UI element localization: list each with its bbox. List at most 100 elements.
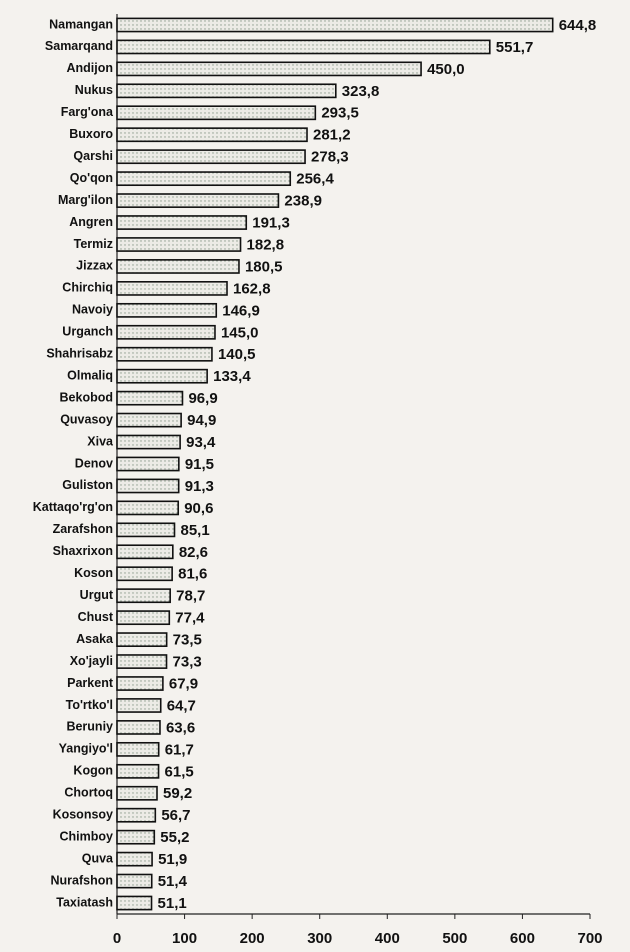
category-label: Denov (75, 456, 113, 470)
bar (116, 193, 280, 208)
bar (116, 873, 153, 889)
bar (116, 346, 213, 362)
bar (116, 171, 292, 187)
category-label: Buxoro (69, 127, 113, 141)
bar (116, 281, 228, 296)
value-label: 278,3 (311, 149, 349, 166)
bar (116, 720, 161, 735)
category-label: Qo'qon (70, 171, 113, 185)
bar (116, 654, 168, 669)
value-label: 51,9 (158, 851, 187, 868)
bar (116, 61, 422, 77)
value-label: 81,6 (178, 566, 207, 583)
value-label: 61,5 (165, 763, 194, 780)
category-label: Andijon (66, 61, 113, 75)
bar (116, 39, 491, 55)
bar (116, 127, 308, 143)
bar (116, 105, 317, 121)
bar (116, 83, 337, 99)
x-tick-label: 600 (510, 930, 535, 947)
value-label: 281,2 (313, 127, 351, 144)
category-label: Guliston (62, 478, 113, 492)
category-label: Asaka (76, 632, 114, 646)
category-label: Nukus (75, 83, 113, 97)
value-label: 180,5 (245, 258, 283, 275)
bar (116, 368, 208, 384)
value-label: 61,7 (165, 741, 194, 758)
value-label: 55,2 (160, 829, 189, 846)
bar (116, 522, 176, 538)
value-label: 91,5 (185, 456, 214, 473)
category-label: Taxiatash (56, 895, 113, 909)
category-label: Kattaqo'rg'on (33, 500, 113, 514)
bar (116, 566, 173, 582)
x-tick-label: 400 (375, 930, 400, 947)
category-label: Quvasoy (60, 412, 113, 426)
value-label: 162,8 (233, 280, 271, 297)
bar (116, 588, 171, 604)
category-label: Kosonsoy (53, 808, 113, 822)
category-label: Jizzax (76, 259, 113, 273)
bar (116, 807, 157, 823)
x-tick-label: 0 (113, 930, 121, 947)
bar (116, 478, 180, 494)
bar (116, 741, 160, 757)
bar (116, 895, 153, 911)
category-label: Termiz (74, 237, 113, 251)
category-label: Chust (78, 610, 114, 624)
bar (116, 500, 180, 516)
value-label: 91,3 (185, 478, 214, 495)
value-label: 56,7 (161, 807, 190, 824)
category-label: Urgut (80, 588, 114, 602)
value-label: 93,4 (186, 434, 216, 451)
x-tick-label: 700 (577, 930, 602, 947)
value-label: 96,9 (188, 390, 217, 407)
bar (116, 324, 216, 340)
category-label: Zarafshon (53, 522, 113, 536)
value-label: 323,8 (342, 83, 380, 100)
bar (116, 456, 180, 472)
value-label: 238,9 (284, 193, 322, 210)
category-label: Beruniy (66, 720, 113, 734)
category-label: Shahrisabz (46, 347, 113, 361)
value-label: 644,8 (559, 17, 597, 34)
category-label: Xo'jayli (70, 654, 113, 668)
x-tick-label: 100 (172, 930, 197, 947)
category-label: Farg'ona (61, 105, 114, 119)
value-label: 64,7 (167, 697, 196, 714)
value-label: 77,4 (175, 610, 205, 627)
bar (116, 785, 158, 801)
value-label: 133,4 (213, 368, 251, 385)
bar (116, 302, 218, 318)
bar (116, 698, 162, 713)
category-label: Bekobod (60, 390, 113, 404)
category-label: Yangiyo'l (59, 742, 113, 756)
bar (116, 544, 174, 560)
bar (116, 17, 554, 33)
bar (116, 851, 153, 867)
value-label: 146,9 (222, 302, 260, 319)
bar (116, 632, 168, 647)
value-label: 293,5 (321, 105, 359, 122)
bar (116, 149, 306, 165)
value-label: 51,4 (158, 873, 188, 890)
category-label: Parkent (67, 676, 114, 690)
value-label: 90,6 (184, 500, 213, 517)
category-label: To'rtko'l (66, 698, 113, 712)
bar (116, 215, 248, 230)
bar (116, 434, 181, 450)
bar (116, 829, 156, 845)
value-label: 63,6 (166, 719, 195, 736)
value-label: 51,1 (158, 895, 187, 912)
value-label: 191,3 (252, 215, 290, 232)
bar (116, 390, 184, 406)
category-label: Olmaliq (67, 368, 113, 382)
value-label: 67,9 (169, 675, 198, 692)
category-label: Namangan (49, 17, 113, 31)
category-label: Navoiy (72, 303, 113, 317)
category-label: Kogon (73, 764, 113, 778)
value-label: 94,9 (187, 412, 216, 429)
bar (116, 676, 164, 691)
bar (116, 412, 182, 428)
